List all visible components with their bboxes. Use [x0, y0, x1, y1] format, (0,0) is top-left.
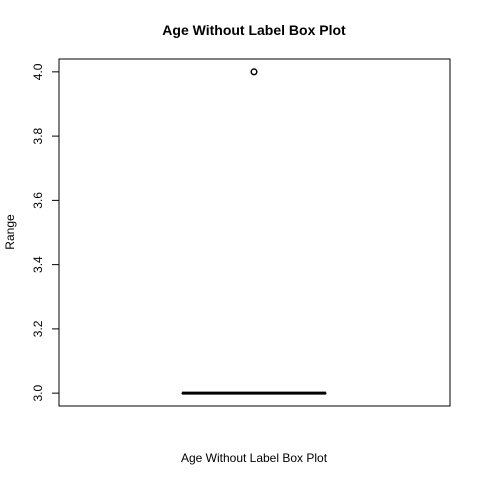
- x-axis-label: Age Without Label Box Plot: [181, 451, 328, 465]
- y-tick-label: 3.6: [31, 192, 45, 209]
- y-tick-label: 3.4: [31, 256, 45, 273]
- outlier-point: [250, 68, 258, 76]
- y-tick-label: 4.0: [31, 63, 45, 80]
- y-tick-label: 3.2: [31, 320, 45, 337]
- y-tick-label: 3.8: [31, 127, 45, 144]
- y-tick-label: 3.0: [31, 384, 45, 401]
- chart-title: Age Without Label Box Plot: [162, 22, 346, 38]
- y-axis-label: Range: [3, 214, 17, 250]
- box-plot-marks: [181, 68, 327, 395]
- y-axis-ticks: 3.0 3.2 3.4 3.6 3.8 4.0: [31, 63, 59, 401]
